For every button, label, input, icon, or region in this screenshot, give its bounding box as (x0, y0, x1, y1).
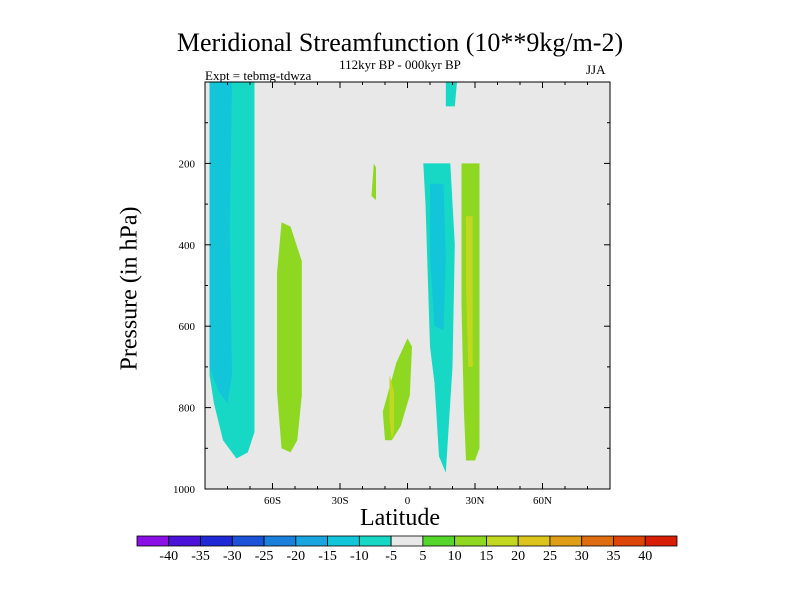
experiment-label: Expt = tebmg-tdwza (205, 68, 312, 83)
y-tick-label: 600 (179, 321, 196, 333)
contour-region-7 (389, 375, 394, 441)
chart-title: Meridional Streamfunction (10**9kg/m-2) (176, 28, 624, 57)
contour-region-12 (445, 82, 457, 107)
contour-region-1 (209, 82, 232, 404)
contour-region-5 (371, 163, 376, 200)
chart-subtitle: 112kyr BP - 000kyr BP (339, 57, 461, 72)
x-tick-label: 30N (466, 495, 485, 507)
contour-region-8 (394, 139, 410, 188)
season-label: JJA (586, 62, 606, 77)
x-tick-label: 30S (331, 495, 348, 507)
y-tick-label: 1000 (173, 484, 196, 496)
x-axis-label: Latitude (360, 505, 440, 531)
x-tick-label: 60N (533, 495, 552, 507)
contour-region-2 (277, 222, 302, 453)
plot-background (205, 82, 610, 489)
x-tick-label: 0 (405, 495, 411, 507)
y-tick-label: 200 (179, 158, 196, 170)
contour-region-11 (430, 183, 446, 331)
contour-region-3 (326, 303, 347, 463)
y-tick-label: 800 (179, 403, 196, 415)
contour-region-4 (342, 141, 349, 174)
y-tick-label: 400 (179, 240, 196, 252)
contour-region-14 (466, 216, 473, 367)
x-tick-label: 60S (264, 495, 281, 507)
